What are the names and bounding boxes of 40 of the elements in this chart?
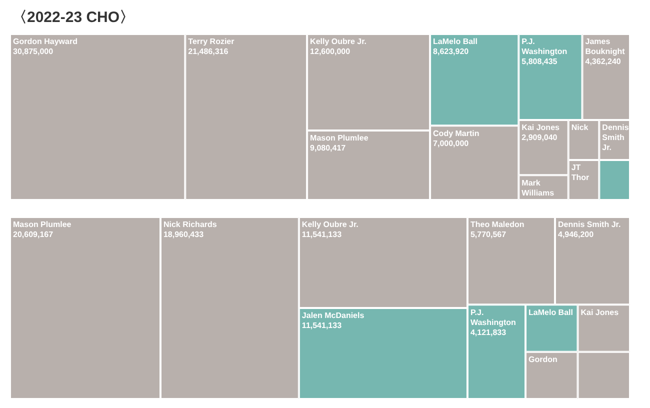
data-label: 11,541,133 bbox=[302, 230, 342, 240]
category-label: LaMelo Ball bbox=[433, 37, 478, 46]
data-label: 5,808,435 bbox=[522, 57, 558, 66]
data-label: 12,600,000 bbox=[310, 47, 351, 56]
data-label: 9,080,417 bbox=[310, 144, 346, 153]
category-label: P.J. Washington bbox=[522, 37, 568, 56]
category-label: Kai Jones bbox=[580, 308, 620, 317]
category-label: Dennis Smith Jr. bbox=[602, 123, 630, 152]
category-label: Dennis Smith Jr. bbox=[558, 220, 621, 230]
category-label: Mason Plumlee bbox=[13, 220, 72, 230]
data-label: 2,909,040 bbox=[522, 133, 558, 142]
category-label: Kelly Oubre Jr. bbox=[302, 220, 358, 230]
data-label: 8,623,920 bbox=[433, 47, 470, 56]
category-label: Nick Richards bbox=[163, 220, 218, 230]
category-label: JT Thor bbox=[571, 163, 590, 182]
category-label: James Bouknight bbox=[585, 37, 626, 56]
category-label: LaMelo Ball bbox=[528, 308, 573, 317]
data-label: 5,770,567 bbox=[470, 230, 507, 240]
data-label: 7,000,000 bbox=[433, 138, 470, 148]
category-label: Gordon Hayward bbox=[13, 37, 78, 46]
category-label: Kai Jones bbox=[522, 123, 560, 132]
data-label: 4,362,240 bbox=[585, 57, 622, 66]
data-label: 11,541,133 bbox=[302, 321, 342, 330]
category-label: Kelly Oubre Jr. bbox=[310, 37, 367, 46]
text: 〈2022-23 CHO〉 bbox=[12, 8, 135, 27]
category-label: Terry Rozier bbox=[188, 37, 234, 46]
category-label: Theo Maledon bbox=[470, 220, 524, 230]
data-label: 4,121,833 bbox=[470, 328, 507, 337]
data-label: 30,875,000 bbox=[13, 47, 54, 56]
category-label: Cody Martin bbox=[433, 128, 480, 138]
category-label: Jalen McDaniels bbox=[302, 311, 365, 320]
category-label: P.J. Washington bbox=[470, 308, 516, 327]
data-label: 18,960,433 bbox=[163, 230, 204, 240]
category-label: Mark Williams bbox=[522, 178, 555, 198]
data-label: 4,946,200 bbox=[558, 230, 594, 240]
data-label: 21,486,316 bbox=[188, 47, 229, 56]
category-label: Gordon bbox=[528, 355, 558, 364]
category-label: Mason Plumlee bbox=[310, 134, 369, 143]
data-label: 20,609,167 bbox=[13, 230, 54, 240]
category-label: Nick bbox=[571, 123, 589, 132]
